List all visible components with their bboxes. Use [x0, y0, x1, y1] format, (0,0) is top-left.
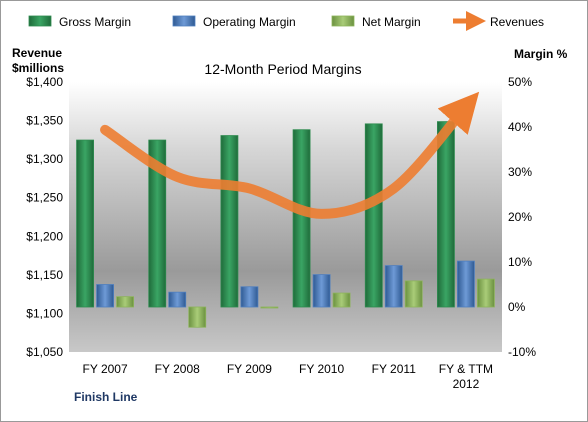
left-axis-title-line2: $millions: [12, 61, 64, 75]
gross-margin-bar: [220, 135, 239, 308]
right-tick-label: 10%: [508, 255, 532, 269]
operating-margin-bar: [168, 291, 187, 308]
right-tick-label: -10%: [508, 345, 536, 359]
bars-layer: [76, 121, 495, 328]
footer-label: Finish Line: [74, 390, 138, 404]
operating-margin-legend-swatch: [172, 15, 196, 27]
category-label: FY 2011: [372, 362, 417, 376]
left-axis-ticks: $1,050 $1,100 $1,150 $1,200 $1,250 $1,300 $1,3…: [26, 75, 63, 359]
operating-margin-bar: [96, 284, 114, 308]
gross-margin-bar: [148, 139, 167, 308]
right-axis-ticks: -10% 0% 10% 20% 30% 40% 50%: [508, 75, 536, 359]
left-tick-label: $1,150: [26, 268, 63, 282]
revenues-line: [100, 91, 480, 219]
net-margin-legend-swatch: [331, 15, 355, 27]
category-label: FY 2007: [83, 362, 128, 376]
net-margin-bar: [188, 306, 207, 328]
left-axis-title-line1: Revenue: [12, 46, 62, 60]
left-tick-label: $1,100: [26, 306, 63, 320]
operating-margin-bar: [384, 265, 403, 308]
left-tick-label: $1,350: [26, 114, 63, 128]
category-labels: FY 2007 FY 2008 FY 2009 FY 2010 FY 2011 FY & …: [83, 362, 494, 391]
gross-margin-legend-label: Gross Margin: [59, 15, 131, 29]
gross-margin-legend-swatch: [28, 15, 52, 27]
category-label: FY 2010: [299, 362, 344, 376]
category-label: FY & TTM: [439, 362, 493, 376]
revenue-line-layer: [100, 91, 480, 219]
right-axis-title: Margin %: [514, 47, 568, 61]
legend: Gross Margin Operating Margin Net Margin Re…: [28, 11, 544, 31]
left-tick-label: $1,300: [26, 152, 63, 166]
left-tick-label: $1,050: [26, 345, 63, 359]
right-tick-label: 0%: [508, 300, 526, 314]
operating-margin-bar: [457, 260, 475, 308]
right-tick-label: 50%: [508, 75, 532, 89]
gross-margin-bar: [364, 123, 383, 308]
category-label: FY 2009: [227, 362, 272, 376]
operating-margin-legend-label: Operating Margin: [203, 15, 296, 29]
left-tick-label: $1,400: [26, 75, 63, 89]
net-margin-bar: [477, 278, 495, 308]
category-label: 2012: [453, 377, 480, 391]
gross-margin-bar: [292, 129, 311, 308]
net-margin-bar: [260, 306, 279, 309]
gross-margin-bar: [76, 139, 94, 308]
category-label: FY 2008: [155, 362, 200, 376]
net-margin-legend-label: Net Margin: [362, 15, 421, 29]
net-margin-bar: [116, 296, 134, 308]
right-tick-label: 40%: [508, 120, 532, 134]
operating-margin-bar: [312, 274, 331, 308]
net-margin-bar: [404, 280, 423, 308]
gross-margin-bar: [437, 121, 455, 308]
operating-margin-bar: [240, 286, 259, 308]
right-tick-label: 20%: [508, 210, 532, 224]
net-margin-bar: [332, 292, 351, 308]
chart-title: 12-Month Period Margins: [204, 61, 361, 77]
plot-area: [69, 82, 502, 352]
left-tick-label: $1,200: [26, 229, 63, 243]
right-tick-label: 30%: [508, 165, 532, 179]
left-tick-label: $1,250: [26, 191, 63, 205]
revenues-legend-label: Revenues: [490, 15, 544, 29]
